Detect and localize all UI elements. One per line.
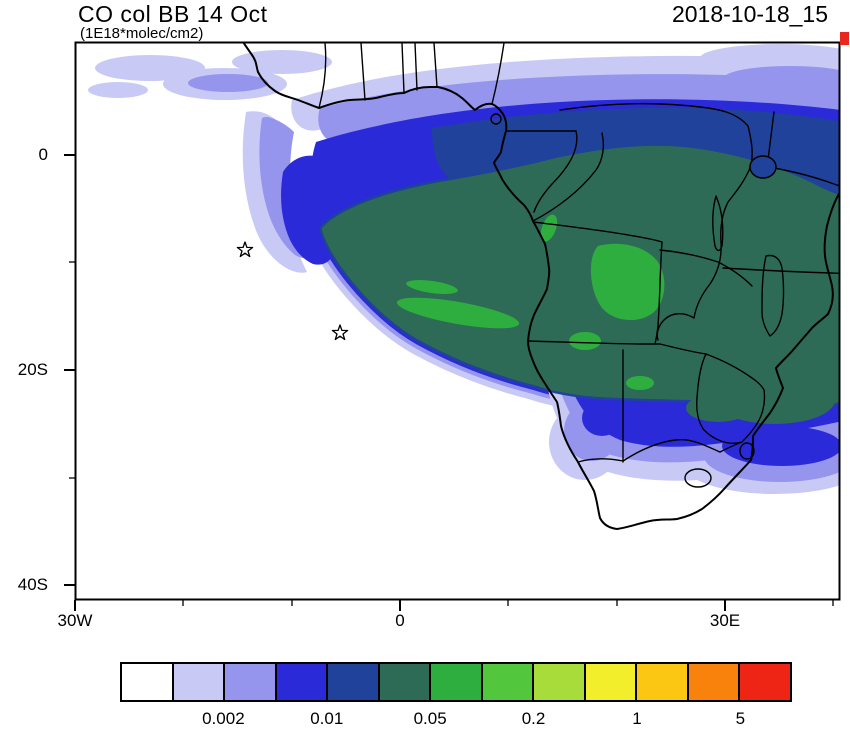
contour-patch	[582, 400, 622, 436]
y-axis-label-40s: 40S	[17, 575, 48, 594]
country-borders-southwest-africa	[527, 221, 721, 463]
colorbar-cell	[171, 662, 226, 702]
colorbar-tick-label: 0.002	[202, 709, 245, 728]
colorbar-cell	[738, 662, 792, 702]
plume-max-green	[590, 243, 665, 321]
colorbar-cell	[583, 662, 638, 702]
colorbar-labels: 0.002 0.01 0.05 0.2 1 5	[120, 709, 792, 731]
star-marker-1	[236, 241, 254, 258]
colorbar-tick-label: 5	[735, 709, 746, 728]
colorbar-cell	[326, 662, 380, 702]
axis-ticks	[64, 154, 834, 611]
plume-max-green	[569, 332, 601, 350]
plot-frame	[74, 41, 841, 601]
colorbar-tick-label: 0.01	[310, 709, 344, 728]
colorbar-cell	[532, 662, 586, 702]
country-borders-west-africa	[318, 43, 505, 109]
bioko-island-outline	[490, 113, 502, 125]
colorbar-tick-label: 0.2	[521, 709, 546, 728]
colorbar-cell	[429, 662, 483, 702]
star-marker-2	[331, 324, 349, 341]
colorbar-tick-label: 1	[632, 709, 642, 728]
plume-core-teal	[322, 145, 839, 408]
lake-victoria	[749, 155, 777, 179]
country-borders-central-africa	[505, 103, 753, 341]
red-corner-mark	[840, 32, 849, 45]
y-axis-label-20s: 20S	[17, 360, 48, 379]
colorbar-cell	[120, 662, 174, 702]
colorbar-cell	[377, 662, 432, 702]
contour-patch	[724, 66, 839, 90]
country-borders-east-africa	[722, 111, 839, 337]
plume-lobe-teal	[686, 394, 750, 422]
x-axis-label-0: 0	[395, 611, 405, 630]
contour-patch	[281, 155, 331, 265]
plume-max-green	[406, 280, 458, 294]
plot-units-subtitle: (1E18*molec/cm2)	[80, 25, 204, 42]
contour-patch	[722, 426, 839, 466]
country-borders-zimbabwe-zambia	[659, 249, 766, 453]
plume-max-green	[626, 376, 654, 390]
colorbar-tick-label: 0.05	[413, 709, 447, 728]
colorbar-cell	[274, 662, 329, 702]
plume-max-green	[540, 214, 558, 242]
map-plot	[64, 32, 849, 611]
y-axis-label-0: 0	[38, 145, 48, 164]
island-star-markers	[236, 241, 349, 341]
lesotho-border	[684, 468, 712, 488]
x-axis-label-30e: 30E	[709, 611, 741, 630]
contour-patch	[188, 74, 268, 92]
x-axis-label-30w: 30W	[57, 611, 93, 630]
colorbar-cell	[480, 662, 535, 702]
contour-patch	[88, 82, 148, 98]
eswatini-border	[739, 442, 755, 460]
run-date-label: 2018-10-18_15	[671, 1, 828, 27]
lake-tanganyika	[712, 195, 724, 252]
colorbar-cell	[635, 662, 689, 702]
plume-max-green	[396, 297, 520, 329]
plot-title: CO col BB 14 Oct	[78, 1, 268, 27]
colorbar-cell	[223, 662, 277, 702]
contour-patch	[232, 50, 332, 74]
africa-coastline	[242, 43, 839, 530]
colorbar-cell	[686, 662, 741, 702]
map-canvas	[76, 43, 839, 599]
colorbar	[120, 662, 792, 702]
contour-patch	[700, 44, 839, 72]
